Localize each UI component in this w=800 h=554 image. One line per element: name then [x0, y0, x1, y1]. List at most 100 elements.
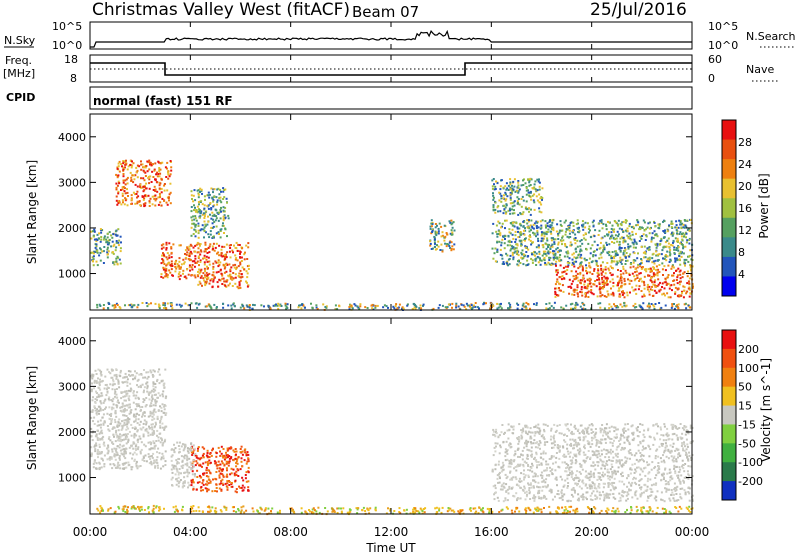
echo-cell: [433, 241, 436, 244]
echo-cell: [136, 403, 139, 406]
echo-cell: [110, 245, 113, 248]
echo-cell: [245, 270, 248, 273]
echo-cell: [140, 168, 143, 171]
echo-cell: [570, 505, 573, 508]
echo-cell: [656, 243, 659, 246]
echo-cell: [215, 196, 218, 199]
echo-cell: [499, 253, 502, 256]
echo-cell: [598, 281, 601, 284]
cpid-strip: [89, 86, 693, 110]
echo-cell: [115, 429, 118, 432]
echo-cell: [569, 451, 572, 454]
echo-cell: [124, 395, 126, 398]
echo-cell: [218, 233, 220, 235]
echo-cell: [547, 228, 550, 231]
echo-cell: [457, 510, 460, 513]
echo-cell: [650, 240, 653, 243]
echo-cell: [575, 474, 577, 477]
echo-cell: [603, 295, 606, 298]
echo-cell: [115, 404, 118, 407]
echo-cell: [540, 511, 543, 514]
echo-cell: [557, 233, 560, 235]
echo-cell: [108, 436, 111, 439]
echo-cell: [141, 415, 143, 418]
echo-cell: [142, 412, 145, 415]
echo-cell: [630, 506, 632, 508]
echo-cell: [190, 274, 193, 276]
echo-cell: [148, 462, 151, 465]
echo-cell: [653, 436, 656, 439]
echo-cell: [115, 375, 118, 378]
echo-cell: [608, 254, 611, 257]
echo-cell: [601, 276, 604, 279]
echo-cell: [364, 510, 367, 512]
echo-cell: [151, 455, 153, 457]
echo-cell: [544, 262, 547, 264]
echo-cell: [326, 510, 329, 513]
echo-cell: [520, 232, 523, 235]
echo-cell: [216, 281, 219, 284]
echo-cell: [212, 278, 215, 281]
echo-cell: [136, 422, 139, 425]
echo-cell: [224, 284, 227, 287]
echo-cell: [605, 228, 608, 231]
echo-cell: [449, 247, 452, 249]
echo-cell: [663, 500, 666, 503]
echo-cell: [245, 509, 248, 512]
echo-cell: [620, 434, 623, 437]
echo-cell: [178, 244, 181, 247]
echo-cell: [509, 470, 512, 473]
echo-cell: [658, 264, 661, 266]
echo-cell: [190, 226, 193, 229]
echo-cell: [148, 398, 151, 401]
echo-cell: [526, 448, 529, 451]
echo-cell: [573, 291, 576, 293]
echo-cell: [600, 267, 603, 270]
echo-cell: [140, 508, 143, 511]
echo-cell: [554, 431, 557, 433]
echo-cell: [184, 253, 186, 255]
echo-cell: [583, 445, 585, 448]
echo-cell: [592, 465, 595, 468]
echo-cell: [499, 444, 502, 447]
echo-cell: [102, 307, 105, 310]
echo-cell: [571, 253, 574, 256]
echo-cell: [97, 381, 100, 384]
echo-cell: [236, 250, 239, 252]
echo-cell: [147, 177, 150, 179]
echo-cell: [604, 482, 606, 485]
echo-cell: [603, 246, 606, 249]
echo-cell: [662, 220, 664, 223]
station-title: Christmas Valley West (fitACF): [92, 0, 350, 20]
echo-cell: [680, 223, 683, 226]
echo-cell: [570, 243, 573, 246]
echo-cell: [632, 243, 635, 246]
echo-cell: [133, 436, 136, 439]
power-ylabel: Slant Range [km]: [25, 160, 39, 264]
echo-cell: [503, 431, 506, 434]
echo-cell: [156, 434, 158, 437]
echo-cell: [118, 439, 121, 442]
echo-cell: [674, 257, 676, 260]
echo-cell: [95, 243, 98, 246]
echo-cell: [671, 305, 674, 308]
echo-cell: [106, 236, 109, 239]
power-ytick-label: 1000: [58, 268, 86, 281]
echo-cell: [139, 437, 142, 440]
echo-cell: [687, 487, 690, 489]
echo-cell: [95, 462, 98, 465]
echo-cell: [161, 422, 164, 425]
echo-cell: [637, 263, 640, 266]
echo-cell: [144, 166, 147, 169]
echo-cell: [568, 257, 571, 260]
echo-cell: [541, 239, 544, 242]
echo-cell: [366, 307, 369, 309]
echo-cell: [624, 305, 627, 308]
echo-cell: [626, 509, 628, 512]
echo-cell: [626, 485, 629, 488]
echo-cell: [687, 287, 690, 290]
echo-cell: [337, 507, 340, 510]
echo-cell: [112, 433, 115, 436]
echo-cell: [211, 506, 214, 509]
echo-cell: [115, 260, 118, 263]
